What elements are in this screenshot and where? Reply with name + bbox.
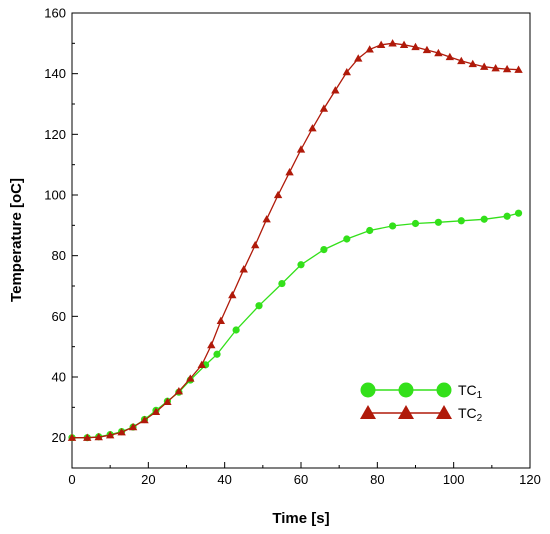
data-point [151, 407, 161, 416]
data-point [105, 431, 115, 439]
data-point [117, 428, 126, 436]
data-point [319, 104, 329, 112]
x-axis: 0 20 40 60 80 100 120 [68, 462, 541, 487]
data-point [308, 124, 317, 132]
data-point [285, 168, 294, 176]
data-point [67, 433, 77, 441]
legend-marker [398, 405, 414, 419]
data-point [174, 387, 184, 395]
x-tick-label: 0 [68, 472, 75, 487]
data-point [251, 240, 260, 249]
data-point [434, 48, 443, 57]
data-point [296, 145, 306, 153]
data-point [480, 215, 488, 223]
y-tick-label: 80 [52, 248, 66, 263]
legend-item-tc1: TC1 [360, 382, 483, 401]
legend-marker [436, 405, 452, 419]
x-axis-title: Time [s] [272, 510, 329, 527]
data-point [388, 39, 397, 47]
y-tick-label: 160 [44, 6, 66, 21]
data-point [262, 215, 271, 223]
data-point [197, 360, 206, 369]
data-point [514, 65, 523, 73]
series-tc1 [68, 209, 523, 442]
data-point [216, 316, 226, 325]
y-axis: 20 40 60 80 100 120 140 160 [44, 6, 78, 445]
data-point [468, 59, 477, 68]
data-point [365, 45, 374, 53]
data-point [163, 397, 172, 406]
data-point [399, 40, 409, 48]
x-tick-label: 20 [141, 472, 155, 487]
data-point [228, 290, 237, 299]
data-point [186, 374, 195, 382]
data-point [457, 217, 465, 225]
y-tick-label: 20 [52, 430, 66, 445]
data-point [255, 302, 263, 310]
legend-label: TC2 [458, 405, 483, 424]
series-line [72, 42, 519, 439]
legend-item-tc2: TC2 [360, 405, 483, 424]
data-point [239, 265, 248, 273]
data-point [411, 42, 420, 51]
data-point [232, 326, 240, 334]
data-point [343, 235, 351, 243]
y-axis-title: Temperature [oC] [8, 178, 25, 302]
data-point [297, 261, 305, 269]
legend-label: TC1 [458, 382, 483, 401]
data-point [331, 86, 340, 94]
data-point [480, 62, 489, 70]
y-tick-label: 120 [44, 127, 66, 142]
data-point [503, 212, 511, 220]
data-point [83, 433, 92, 441]
data-point [389, 222, 397, 230]
data-point [140, 415, 149, 424]
x-tick-label: 40 [217, 472, 231, 487]
data-point [434, 218, 442, 226]
y-tick-label: 60 [52, 309, 66, 324]
legend-marker [360, 382, 376, 398]
data-point [273, 190, 283, 199]
data-point [445, 52, 455, 61]
data-point [376, 40, 386, 48]
x-tick-label: 100 [443, 472, 465, 487]
data-point [491, 64, 500, 72]
y-tick-label: 140 [44, 66, 66, 81]
legend-marker [398, 382, 414, 398]
series-line [72, 212, 519, 439]
plot-frame [71, 12, 531, 469]
data-point [514, 209, 523, 217]
data-point [207, 340, 216, 349]
data-point [128, 422, 138, 431]
data-point [94, 432, 103, 441]
data-point [422, 45, 432, 54]
legend-marker [360, 405, 376, 419]
data-point [342, 67, 351, 76]
data-point [366, 226, 374, 235]
data-point [320, 246, 328, 254]
data-point [457, 56, 466, 65]
series-tc2 [67, 39, 523, 441]
x-tick-label: 60 [294, 472, 308, 487]
x-tick-label: 80 [370, 472, 384, 487]
data-point [502, 64, 512, 73]
data-point [411, 219, 420, 228]
x-tick-label: 120 [519, 472, 541, 487]
data-point [213, 350, 221, 358]
legend-marker [436, 382, 452, 398]
data-point [278, 279, 286, 288]
y-tick-label: 100 [44, 188, 66, 203]
data-point [354, 54, 363, 62]
series-layer [67, 39, 523, 442]
y-tick-label: 40 [52, 370, 66, 385]
